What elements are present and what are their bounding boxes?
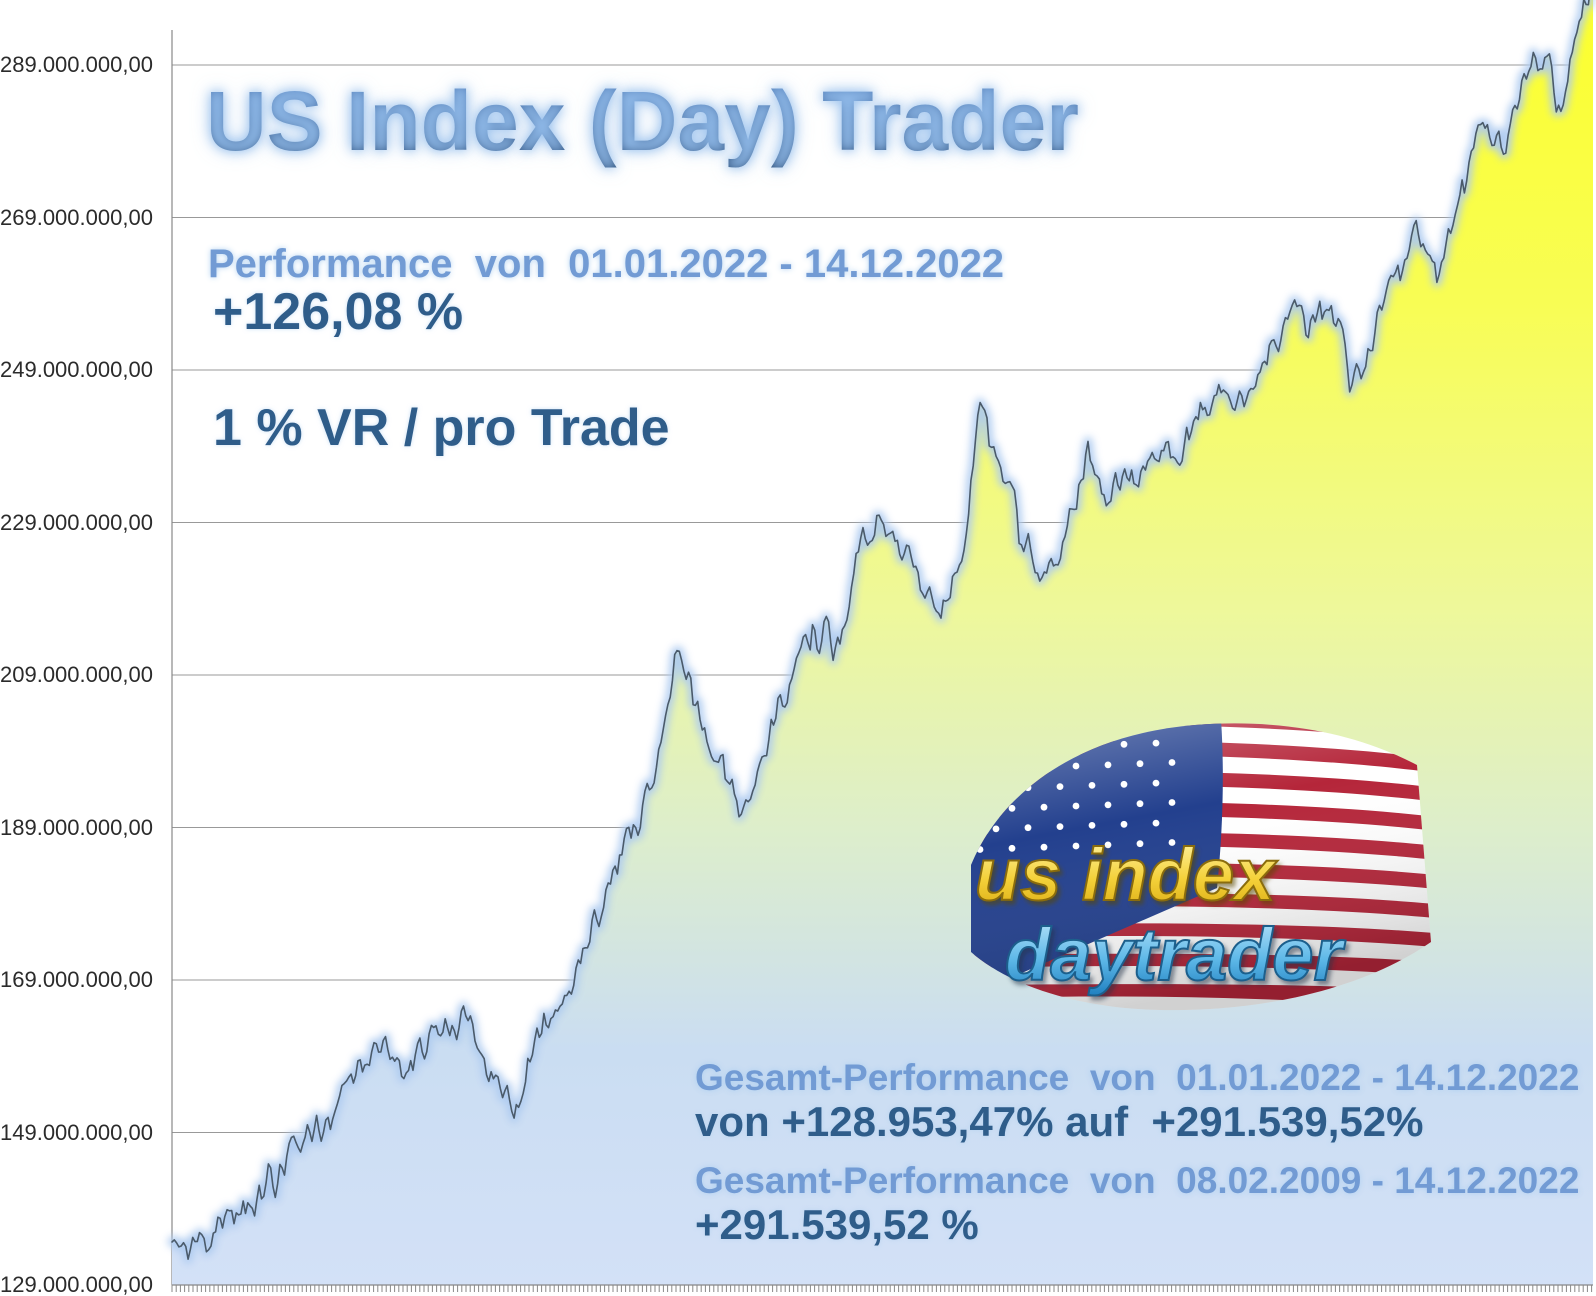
- svg-text:us index: us index: [975, 833, 1278, 916]
- svg-text:daytrader: daytrader: [1005, 913, 1346, 996]
